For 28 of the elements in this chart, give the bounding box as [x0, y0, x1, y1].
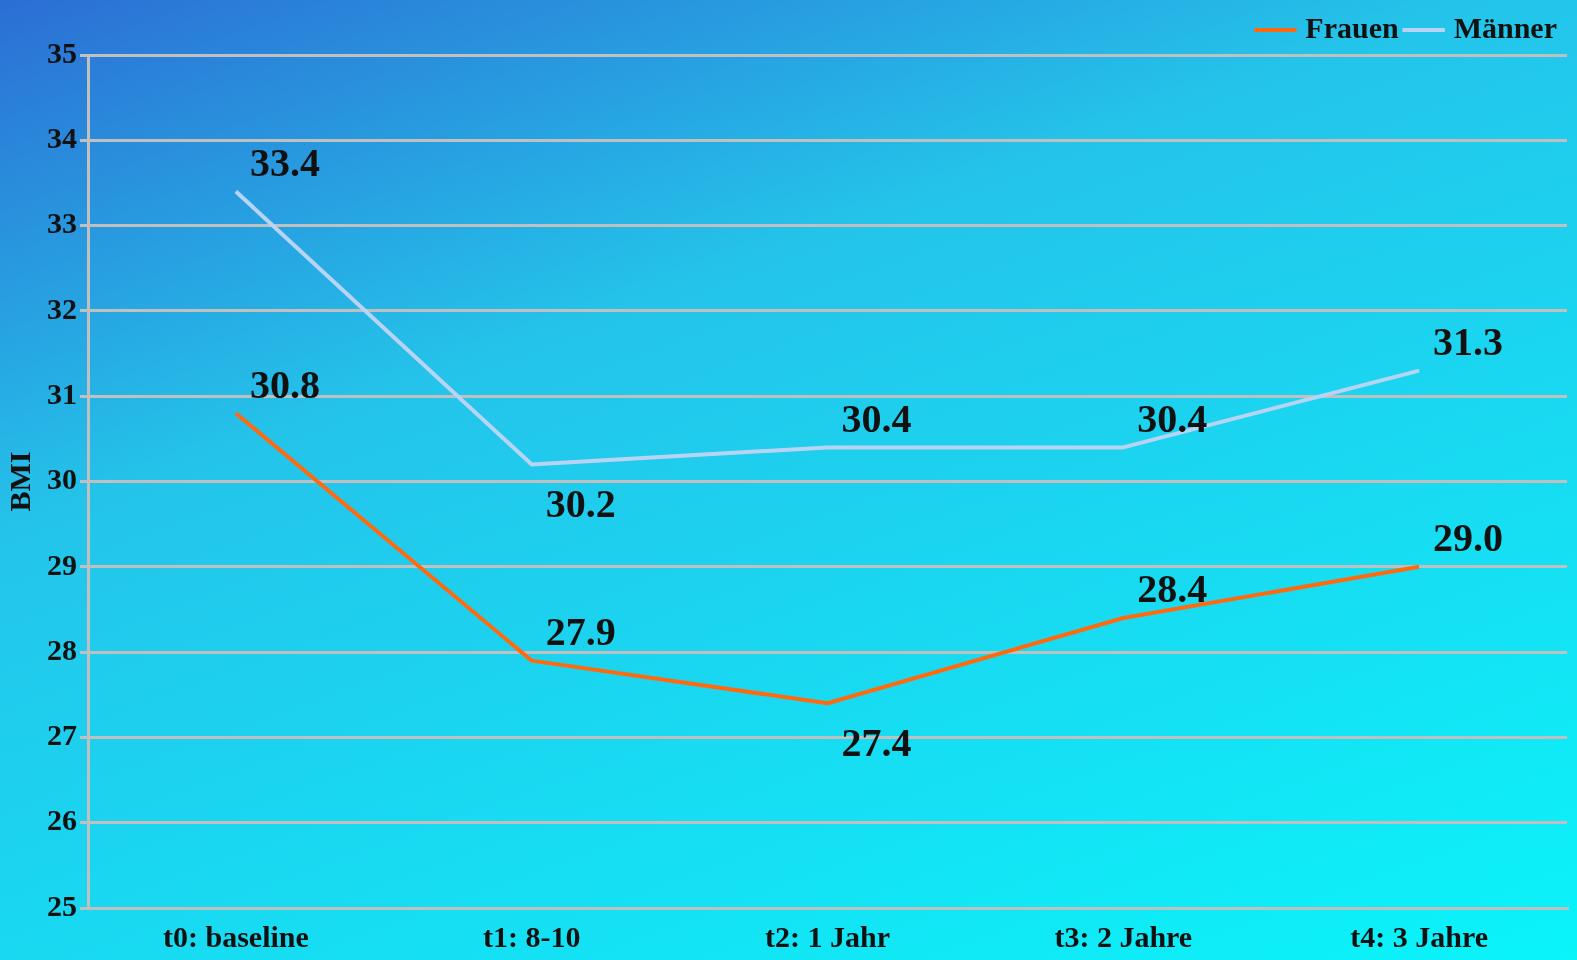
data-label: 28.4: [1137, 566, 1208, 612]
x-tick-label: t1: 8-10: [482, 919, 581, 953]
x-tick-label: t0: baseline: [162, 919, 309, 953]
data-label: 29.0: [1433, 515, 1504, 561]
y-tick-label: 31: [47, 376, 77, 410]
y-tick-label: 29: [47, 547, 77, 581]
legend-label: Männer: [1453, 10, 1558, 44]
y-tick-label: 27: [47, 718, 77, 752]
data-label: 31.3: [1433, 318, 1504, 364]
y-tick-label: 26: [47, 803, 77, 837]
y-tick-label: 30: [47, 462, 77, 496]
data-label: 30.2: [545, 480, 616, 526]
x-tick-label: t4: 3 Jahre: [1350, 919, 1488, 953]
y-tick-label: 35: [47, 35, 77, 69]
data-label: 30.4: [841, 395, 912, 441]
y-tick-label: 33: [47, 206, 77, 240]
y-tick-label: 34: [47, 121, 77, 155]
legend-label: Frauen: [1305, 10, 1399, 44]
x-tick-label: t3: 2 Jahre: [1054, 919, 1193, 953]
y-axis-title: BMI: [2, 451, 36, 512]
data-label: 30.4: [1137, 395, 1208, 441]
y-tick-label: 32: [47, 291, 77, 325]
data-label: 30.8: [249, 361, 320, 407]
data-label: 27.9: [545, 608, 616, 654]
y-tick-label: 28: [47, 632, 77, 666]
y-tick-label: 25: [47, 888, 77, 922]
x-tick-label: t2: 1 Jahr: [765, 919, 890, 953]
data-label: 33.4: [249, 139, 320, 185]
